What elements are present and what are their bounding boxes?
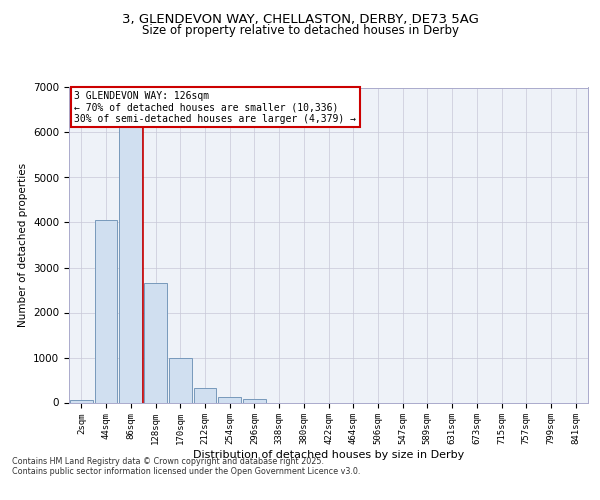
Bar <box>119 104 142 403</box>
Bar <box>144 283 167 403</box>
Text: Size of property relative to detached houses in Derby: Size of property relative to detached ho… <box>142 24 458 37</box>
Bar <box>70 400 93 402</box>
Text: 3 GLENDEVON WAY: 126sqm
← 70% of detached houses are smaller (10,336)
30% of sem: 3 GLENDEVON WAY: 126sqm ← 70% of detache… <box>74 90 356 124</box>
Bar <box>194 388 216 402</box>
Text: 3, GLENDEVON WAY, CHELLASTON, DERBY, DE73 5AG: 3, GLENDEVON WAY, CHELLASTON, DERBY, DE7… <box>122 12 478 26</box>
Text: Contains public sector information licensed under the Open Government Licence v3: Contains public sector information licen… <box>12 468 361 476</box>
Bar <box>95 220 118 402</box>
Bar <box>218 396 241 402</box>
Bar <box>169 358 191 403</box>
X-axis label: Distribution of detached houses by size in Derby: Distribution of detached houses by size … <box>193 450 464 460</box>
Bar <box>243 400 266 402</box>
Text: Contains HM Land Registry data © Crown copyright and database right 2025.: Contains HM Land Registry data © Crown c… <box>12 458 324 466</box>
Y-axis label: Number of detached properties: Number of detached properties <box>17 163 28 327</box>
